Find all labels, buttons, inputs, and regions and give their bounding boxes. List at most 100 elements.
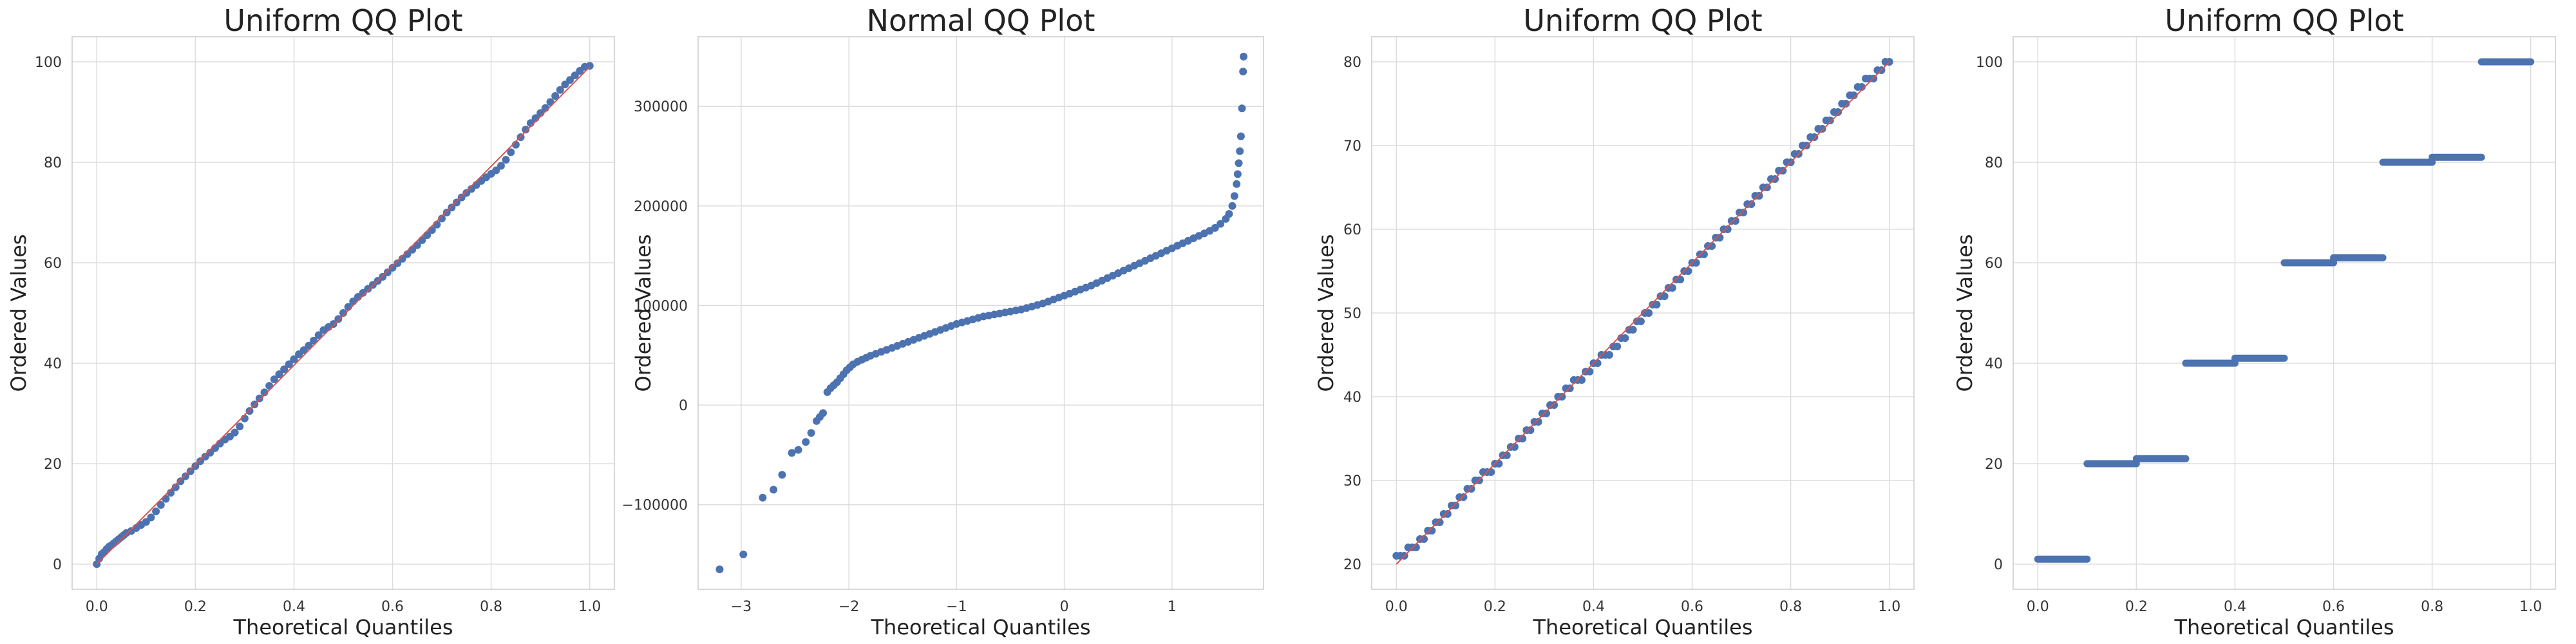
y-tick-label: 0	[679, 398, 688, 414]
y-tick-label: 300000	[634, 99, 688, 115]
x-axis-label: Theoretical Quantiles	[871, 615, 1091, 639]
data-point	[1842, 100, 1850, 108]
data-point	[1818, 125, 1826, 133]
data-point	[566, 76, 574, 84]
data-point	[1700, 251, 1708, 258]
x-tick-label: 0.4	[1582, 599, 1605, 615]
axes-frame	[2012, 36, 2556, 590]
x-tick-label: 1	[1168, 599, 1177, 615]
data-point	[1502, 451, 1511, 459]
data-point	[522, 126, 530, 134]
data-point	[1723, 225, 1732, 233]
panel-title: Uniform QQ Plot	[2164, 3, 2403, 38]
y-tick-label: 60	[1343, 222, 1361, 238]
data-point	[1487, 468, 1495, 476]
data-point	[265, 382, 274, 390]
data-point	[275, 370, 283, 379]
x-tick-label: 0.2	[2125, 599, 2148, 615]
y-tick-label: 200000	[634, 199, 688, 215]
data-point	[571, 71, 579, 80]
data-point	[1629, 326, 1637, 334]
data-point	[334, 315, 343, 323]
x-tick-label: 0.6	[2322, 599, 2345, 615]
y-tick-label: 60	[44, 256, 62, 272]
data-point	[290, 355, 298, 363]
reference-line	[1396, 61, 1890, 565]
data-point	[1467, 485, 1475, 493]
data-point	[1526, 426, 1535, 434]
data-point	[1534, 418, 1542, 426]
data-point	[556, 86, 564, 94]
data-point	[176, 477, 185, 486]
x-tick-label: 0.0	[86, 599, 108, 615]
data-point	[1435, 518, 1444, 526]
y-tick-label: 40	[1343, 390, 1361, 406]
data-point	[507, 148, 515, 156]
data-point	[1755, 192, 1763, 200]
data-point	[788, 449, 796, 457]
data-point	[1236, 147, 1244, 155]
y-tick-label: 40	[44, 356, 62, 372]
y-axis-label: Ordered Values	[631, 234, 656, 392]
data-point	[1668, 284, 1676, 292]
y-tick-label: 60	[1985, 256, 2003, 272]
x-tick-label: −1	[946, 599, 967, 615]
data-point	[280, 365, 289, 374]
data-point	[1233, 170, 1242, 178]
data-point	[1613, 343, 1622, 350]
y-tick-label: 100000	[634, 298, 688, 314]
x-tick-label: 1.0	[578, 599, 601, 615]
y-tick-label: 20	[44, 457, 62, 473]
uniform-qq-panel-1: 0.0 0.2 0.4 0.6 0.8 1.0 0 20 40 60 80 100 Uniform QQ…	[6, 3, 615, 639]
data-point	[206, 448, 214, 457]
x-tick-label: 1.0	[1878, 599, 1900, 615]
panel-title: Uniform QQ Plot	[223, 3, 462, 38]
x-tick-label: 0.4	[2224, 599, 2246, 615]
x-tick-label: 0.8	[2421, 599, 2443, 615]
data-point	[807, 429, 815, 437]
data-point	[1684, 267, 1692, 275]
data-point	[1558, 393, 1566, 401]
normal-qq-panel: −3 −2 −1 0 1 −100000 0 100000 200000 300000 Normal…	[622, 3, 1264, 639]
axes-frame	[1371, 36, 1915, 590]
x-axis-label: Theoretical Quantiles	[2174, 615, 2394, 639]
data-point	[1459, 493, 1468, 501]
data-point	[1731, 217, 1739, 225]
axes-frame	[697, 36, 1264, 590]
data-point	[1452, 502, 1460, 509]
panel-title: Normal QQ Plot	[867, 3, 1095, 38]
data-point	[492, 166, 500, 175]
data-point	[152, 507, 160, 516]
y-tick-label: 70	[1343, 138, 1361, 155]
data-point	[497, 162, 505, 170]
y-axis-label: Ordered Values	[6, 234, 31, 392]
data-point	[147, 513, 155, 522]
data-point	[1217, 220, 1225, 228]
data-point	[1230, 192, 1238, 200]
data-point	[191, 462, 200, 470]
data-point	[1428, 527, 1436, 535]
data-point	[819, 409, 827, 417]
x-tick-label: 0.2	[184, 599, 207, 615]
data-point	[457, 193, 466, 202]
data-point	[398, 254, 406, 263]
data-point	[442, 209, 451, 216]
y-tick-label: 0	[53, 557, 62, 573]
data-point	[156, 500, 165, 509]
y-axis-label: Ordered Values	[1953, 234, 1977, 392]
data-point	[1542, 410, 1550, 417]
data-point	[794, 446, 802, 454]
plot-area	[71, 36, 615, 590]
y-axis-label: Ordered Values	[1314, 234, 1338, 392]
data-point	[1747, 200, 1756, 208]
data-point	[551, 92, 560, 100]
data-point	[770, 486, 778, 494]
data-point	[314, 331, 323, 339]
y-tick-label: −100000	[622, 498, 688, 514]
data-point	[1550, 401, 1558, 409]
plot-area	[697, 36, 1264, 590]
data-point	[231, 428, 239, 437]
data-point	[339, 309, 347, 317]
data-point	[1645, 309, 1653, 317]
data-point	[739, 550, 748, 558]
